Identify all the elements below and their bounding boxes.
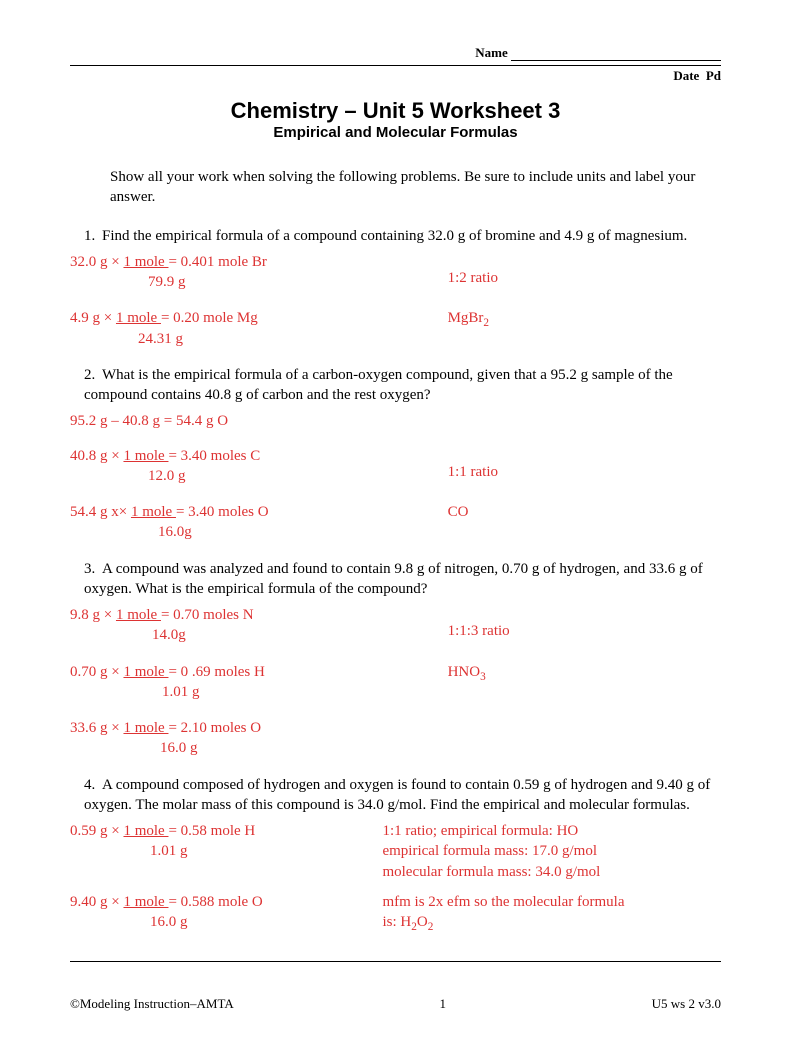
footer-rule	[70, 961, 721, 962]
q2-subtract: 95.2 g – 40.8 g = 54.4 g O	[70, 411, 721, 431]
date-pd-row: Date Pd	[70, 68, 721, 84]
question-2: 2.What is the empirical formula of a car…	[84, 365, 721, 406]
q4-answer: 0.59 g × 1 mole = 0.58 mole H 1.01 g 1:1…	[70, 821, 721, 935]
name-blank[interactable]	[511, 60, 721, 61]
q1-formula-sub: 2	[483, 317, 489, 329]
question-3: 3.A compound was analyzed and found to c…	[84, 559, 721, 600]
q4-line4: mfm is 2x efm so the molecular formula	[382, 892, 721, 912]
q1-calc1-denom: 79.9 g	[148, 272, 448, 292]
pd-label: Pd	[706, 68, 721, 83]
q2-text: What is the empirical formula of a carbo…	[84, 367, 673, 403]
q4-f-c: O	[417, 914, 428, 930]
q4-calc2-c: = 0.588 mole O	[168, 894, 262, 910]
footer-right: U5 ws 2 v3.0	[652, 996, 721, 1012]
q3-calc3-c: = 2.10 moles O	[168, 720, 261, 736]
footer: ©Modeling Instruction–AMTA 1 U5 ws 2 v3.…	[70, 992, 721, 1012]
q4-text: A compound composed of hydrogen and oxyg…	[84, 777, 710, 813]
q2-ratio: 1:1 ratio	[448, 464, 498, 480]
q4-calc1-a: 0.59 g ×	[70, 823, 123, 839]
q4-f-d: 2	[428, 921, 434, 933]
q4-calc2-a: 9.40 g ×	[70, 894, 123, 910]
q2-calc2-a: 54.4 g x×	[70, 504, 131, 520]
q4-f-a: is: H	[382, 914, 411, 930]
q3-text: A compound was analyzed and found to con…	[84, 561, 703, 597]
q2-calc1-denom: 12.0 g	[148, 466, 448, 486]
date-label: Date	[673, 68, 699, 83]
q3-calc1-frac: 1 mole	[116, 607, 161, 623]
header-rule	[70, 65, 721, 66]
q1-calc1-frac: 1 mole	[123, 254, 168, 270]
q1-number: 1.	[84, 226, 102, 246]
q2-calc2-frac: 1 mole	[131, 504, 176, 520]
q3-calc2-c: = 0 .69 moles H	[168, 664, 264, 680]
question-1: 1.Find the empirical formula of a compou…	[84, 226, 721, 246]
q1-answer: 32.0 g × 1 mole = 0.401 mole Br 79.9 g 1…	[70, 252, 721, 349]
q1-calc2-c: = 0.20 mole Mg	[161, 310, 258, 326]
q2-formula: CO	[448, 504, 469, 520]
page-subtitle: Empirical and Molecular Formulas	[70, 124, 721, 141]
question-4: 4.A compound composed of hydrogen and ox…	[84, 775, 721, 816]
q3-calc3-denom: 16.0 g	[160, 738, 448, 758]
q4-calc2-denom: 16.0 g	[150, 912, 382, 932]
name-field-row: Name	[70, 45, 721, 61]
q2-answer: 95.2 g – 40.8 g = 54.4 g O 40.8 g × 1 mo…	[70, 411, 721, 542]
q3-calc2-denom: 1.01 g	[162, 682, 448, 702]
q3-calc3-frac: 1 mole	[123, 720, 168, 736]
q2-calc2-denom: 16.0g	[158, 522, 448, 542]
q1-calc1-c: = 0.401 mole Br	[168, 254, 266, 270]
q4-calc1-frac: 1 mole	[123, 823, 168, 839]
q2-calc1-frac: 1 mole	[123, 448, 168, 464]
footer-page-number: 1	[439, 996, 446, 1012]
q4-calc1-denom: 1.01 g	[150, 841, 382, 861]
q4-line2: empirical formula mass: 17.0 g/mol	[382, 841, 721, 861]
q1-text: Find the empirical formula of a compound…	[102, 228, 687, 244]
q3-calc1-a: 9.8 g ×	[70, 607, 116, 623]
q1-calc2-frac: 1 mole	[116, 310, 161, 326]
q1-ratio: 1:2 ratio	[448, 270, 498, 286]
q2-number: 2.	[84, 365, 102, 385]
q1-calc2-denom: 24.31 g	[138, 329, 448, 349]
q4-line5: is: H2O2	[382, 912, 721, 935]
q4-number: 4.	[84, 775, 102, 795]
q3-number: 3.	[84, 559, 102, 579]
q3-calc1-c: = 0.70 moles N	[161, 607, 254, 623]
intro-text: Show all your work when solving the foll…	[110, 167, 711, 208]
page: Name Date Pd Chemistry – Unit 5 Workshee…	[0, 0, 791, 1042]
q3-calc3-a: 33.6 g ×	[70, 720, 123, 736]
q3-formula-sub: 3	[480, 671, 486, 683]
q2-calc1-c: = 3.40 moles C	[168, 448, 260, 464]
q4-line3: molecular formula mass: 34.0 g/mol	[382, 862, 721, 882]
q3-calc2-frac: 1 mole	[123, 664, 168, 680]
q3-calc2-a: 0.70 g ×	[70, 664, 123, 680]
q2-calc2-c: = 3.40 moles O	[176, 504, 269, 520]
q2-calc1-a: 40.8 g ×	[70, 448, 123, 464]
q3-ratio: 1:1:3 ratio	[448, 623, 510, 639]
footer-left: ©Modeling Instruction–AMTA	[70, 996, 234, 1012]
q3-answer: 9.8 g × 1 mole = 0.70 moles N 14.0g 1:1:…	[70, 605, 721, 759]
q1-formula: MgBr	[448, 310, 484, 326]
page-title: Chemistry – Unit 5 Worksheet 3	[70, 98, 721, 124]
name-label: Name	[475, 45, 508, 60]
q3-formula: HNO	[448, 664, 481, 680]
q4-line1: 1:1 ratio; empirical formula: HO	[382, 821, 721, 841]
q1-calc1-a: 32.0 g ×	[70, 254, 123, 270]
q4-calc2-frac: 1 mole	[123, 894, 168, 910]
q1-calc2-a: 4.9 g ×	[70, 310, 116, 326]
q3-calc1-denom: 14.0g	[152, 625, 448, 645]
q4-calc1-c: = 0.58 mole H	[168, 823, 255, 839]
